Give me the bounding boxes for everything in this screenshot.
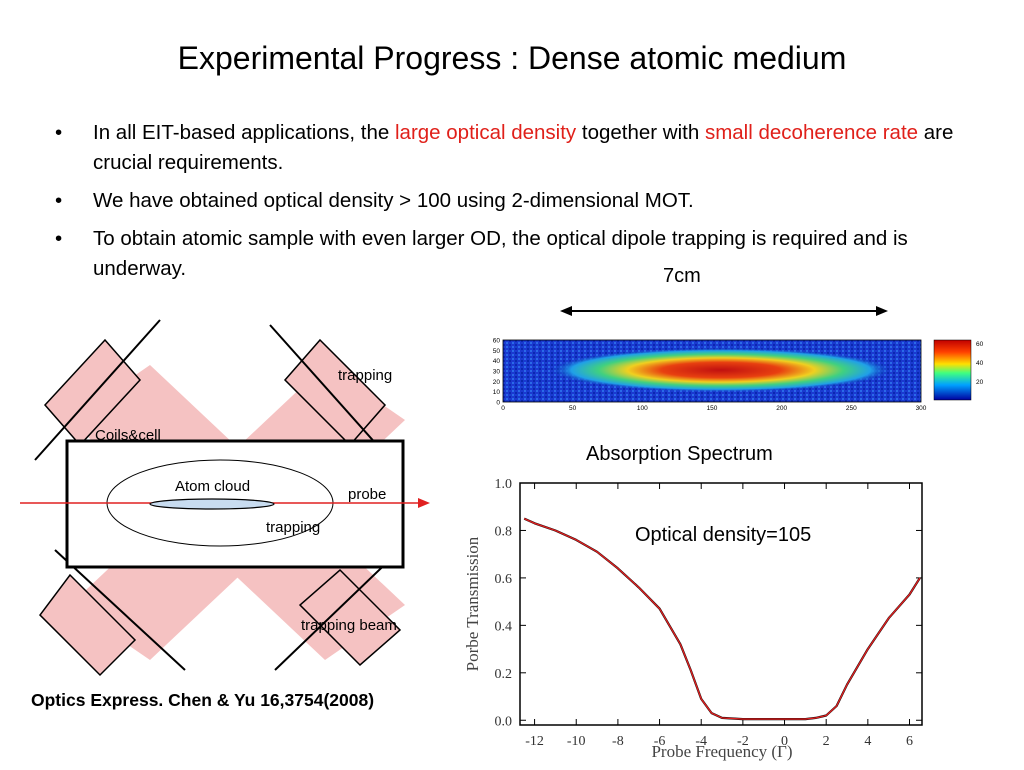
x-tick-label: 0 [781, 734, 788, 749]
colorbar-tick: 20 [976, 379, 984, 386]
bullet-text: In all EIT-based applications, the large… [93, 121, 953, 174]
trapping-beam-label: trapping beam [301, 617, 397, 634]
length-label: 7cm [663, 265, 701, 287]
bullet-run: small decoherence rate [704, 121, 919, 144]
bullet-run: To obtain atomic sample with even larger… [93, 227, 908, 280]
x-tick-label: 2 [823, 734, 830, 749]
bullet-run: are crucial requirements. [93, 121, 954, 174]
atom-cloud [149, 498, 275, 510]
y-tick-label: 0.0 [495, 714, 513, 729]
image-y-tick: 10 [493, 389, 501, 396]
image-y-tick: 0 [496, 400, 500, 407]
y-axis-label: Porbe Transmission [463, 536, 482, 671]
bullet-run: We have obtained optical density > 100 u… [93, 189, 694, 212]
slide-title: Experimental Progress : Dense atomic med… [177, 40, 847, 76]
coil-bottom-left [39, 549, 186, 677]
x-tick-label: -10 [567, 734, 586, 749]
od-annotation: Optical density=105 [635, 524, 812, 546]
x-tick-label: -8 [612, 734, 624, 749]
image-x-tick: 150 [707, 405, 718, 412]
image-y-tick: 60 [493, 338, 501, 345]
coil-top-left [34, 319, 161, 461]
bullet-list: • In all EIT-based applications, the larg… [55, 118, 955, 292]
trapping-top-label: trapping [338, 367, 393, 384]
y-tick-label: 0.8 [495, 524, 513, 539]
atom-cloud-label: Atom cloud [175, 478, 251, 495]
x-tick-label: -12 [525, 734, 544, 749]
absorption-chart: 0.0 0.2 0.4 0.6 0.8 1.0 -12 -10 -8 -6 -4 -2 0 2 4 6 Po… [463, 477, 923, 761]
bullet-dot: • [55, 227, 63, 250]
image-x-tick: 100 [637, 405, 648, 412]
trap-diagram [20, 319, 430, 677]
bullet-item: • To obtain atomic sample with even large… [55, 224, 955, 284]
bullet-run: together with [576, 121, 705, 144]
image-y-tick: 30 [493, 369, 501, 376]
image-x-tick: 0 [501, 405, 505, 412]
image-x-tick: 200 [776, 405, 787, 412]
image-y-tick: 40 [493, 358, 501, 365]
x-axis-label: Probe Frequency (Γ) [651, 742, 792, 761]
y-tick-label: 0.2 [495, 667, 513, 682]
length-arrow [560, 306, 888, 316]
reference: Optics Express. Chen & Yu 16,3754(2008) [31, 690, 375, 710]
coil-bottom-right [274, 549, 402, 671]
image-y-tick: 20 [493, 379, 501, 386]
bullet-run: large optical density [395, 121, 577, 144]
y-tick-label: 0.4 [495, 619, 513, 634]
x-tick-label: -4 [695, 734, 707, 749]
bullet-item: • We have obtained optical density > 100 … [55, 186, 955, 216]
y-tick-label: 1.0 [495, 477, 513, 492]
bullet-item: • In all EIT-based applications, the larg… [55, 118, 955, 178]
y-tick-label: 0.6 [495, 572, 513, 587]
bullet-run: In all EIT-based applications, the [93, 121, 395, 144]
colorbar-tick: 40 [976, 360, 984, 367]
cloud-blob [551, 348, 891, 392]
trapping-mid-label: trapping [266, 519, 321, 536]
chart-title: Absorption Spectrum [586, 443, 773, 465]
probe-label: probe [348, 486, 387, 503]
image-y-tick: 50 [493, 348, 501, 355]
plot-frame [519, 482, 923, 726]
fit-line [523, 517, 921, 720]
colorbar-tick: 60 [976, 341, 984, 348]
coils-label: Coils&cell [95, 427, 161, 444]
image-x-tick: 250 [846, 405, 857, 412]
probe-arrow [418, 498, 430, 508]
image-x-tick: 300 [916, 405, 927, 412]
x-tick-label: -2 [737, 734, 749, 749]
colorbar [933, 339, 972, 401]
bullet-dot: • [55, 121, 63, 144]
x-tick-label: 6 [906, 734, 913, 749]
bullet-text: To obtain atomic sample with even larger… [93, 227, 908, 280]
bullet-dot: • [55, 189, 63, 212]
x-tick-label: -6 [654, 734, 666, 749]
bullet-text: We have obtained optical density > 100 u… [93, 189, 694, 212]
x-tick-label: 4 [864, 734, 871, 749]
image-x-tick: 50 [569, 405, 577, 412]
